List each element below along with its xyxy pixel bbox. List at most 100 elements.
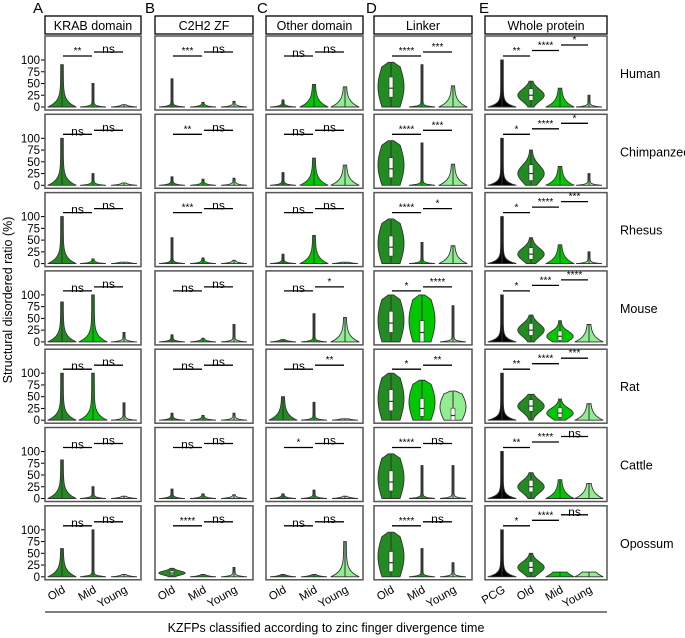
significance-label: **** <box>538 354 554 365</box>
y-tick-label: 50 <box>27 470 40 482</box>
significance-label: ns <box>292 281 305 295</box>
box <box>450 407 456 421</box>
y-tick-label: 75 <box>27 145 40 157</box>
y-tick-label: 50 <box>27 392 40 404</box>
significance-label: ns <box>212 42 225 56</box>
significance-label: ns <box>212 277 225 291</box>
panel: ns ns <box>265 191 364 268</box>
y-tick-label: 75 <box>27 302 40 314</box>
y-tick-label: 25 <box>27 560 40 572</box>
y-tick-label: 0 <box>34 494 40 506</box>
panel-frame <box>154 348 254 424</box>
y-tick-label: 0 <box>34 180 40 192</box>
y-tick-label: 75 <box>27 458 40 470</box>
y-tick-label: 25 <box>27 90 40 102</box>
panel-frame <box>484 35 608 111</box>
significance-label: * <box>405 281 409 292</box>
panel-frame <box>484 113 608 190</box>
significance-label: **** <box>399 203 415 214</box>
y-tick-label: 50 <box>27 235 40 247</box>
x-tick-label: Old <box>156 584 178 603</box>
x-tick-label: Young <box>206 584 240 610</box>
y-tick-label: 100 <box>21 212 40 224</box>
panel-title: C2H2 ZF <box>179 19 230 33</box>
x-tick-label: Old <box>46 584 68 603</box>
significance-label: **** <box>538 432 554 443</box>
strip-header <box>373 15 473 35</box>
panel: ns * <box>265 270 364 346</box>
panel: ns ns <box>154 426 254 503</box>
y-tick-label: 25 <box>27 247 40 259</box>
panel: ns ns <box>44 426 142 503</box>
panel-letter: A <box>33 0 43 17</box>
significance-label: **** <box>399 46 415 57</box>
y-tick-label: 0 <box>34 102 40 114</box>
panel: * ns <box>265 426 364 503</box>
significance-label: ns <box>102 512 115 526</box>
panel: **** ns <box>373 426 473 503</box>
significance-label: ns <box>568 505 581 519</box>
y-tick-label: 50 <box>27 79 40 91</box>
panel: **** ns <box>373 505 473 581</box>
significance-label: *** <box>569 192 581 203</box>
y-tick-label: 25 <box>27 403 40 415</box>
panel-title: Other domain <box>277 19 353 33</box>
significance-label: * <box>515 124 519 135</box>
significance-label: ns <box>323 434 336 448</box>
y-tick-label: 100 <box>21 55 40 67</box>
panel: *** ns <box>154 191 254 268</box>
significance-label: ns <box>212 120 225 134</box>
panel: ns ns <box>154 270 254 346</box>
significance-label: ns <box>71 124 84 138</box>
box <box>388 76 394 98</box>
significance-label: * <box>405 359 409 370</box>
y-tick-label: 25 <box>27 482 40 494</box>
species-label: Cattle <box>620 459 653 473</box>
significance-label: ns <box>323 512 336 526</box>
significance-label: ns <box>181 359 194 373</box>
y-tick-label: 0 <box>34 259 40 271</box>
panel-letter: C <box>257 0 268 17</box>
box <box>419 398 425 417</box>
panel-frame <box>154 426 254 503</box>
box <box>528 323 534 336</box>
significance-label: ns <box>292 516 305 530</box>
significance-label: ns <box>102 277 115 291</box>
significance-label: ** <box>434 355 442 366</box>
significance-label: ns <box>102 199 115 213</box>
significance-label: ns <box>71 203 84 217</box>
y-tick-label: 50 <box>27 548 40 560</box>
panel: ***** <box>373 270 473 346</box>
species-label: Mouse <box>620 302 658 316</box>
panel-frame <box>154 191 254 268</box>
significance-label: ns <box>431 512 444 526</box>
significance-label: ns <box>292 359 305 373</box>
strip-header <box>484 15 608 35</box>
x-tick-label: Young <box>317 584 351 610</box>
species-label: Rhesus <box>620 224 662 238</box>
significance-label: ns <box>71 438 84 452</box>
significance-label: ns <box>102 355 115 369</box>
significance-label: ns <box>292 203 305 217</box>
significance-label: ns <box>568 427 581 441</box>
significance-label: * <box>328 277 332 288</box>
y-tick-label: 25 <box>27 169 40 181</box>
panel: ns ns <box>44 113 142 190</box>
panel: ** ns <box>44 35 142 111</box>
x-tick-label: Old <box>267 584 289 603</box>
x-tick-label: Old <box>375 584 397 603</box>
species-label: Chimpanzee <box>620 145 685 159</box>
panel: ns ns <box>154 348 254 424</box>
box <box>528 479 534 493</box>
significance-label: * <box>515 281 519 292</box>
significance-label: ns <box>323 199 336 213</box>
significance-label: **** <box>567 270 583 281</box>
box <box>388 311 394 333</box>
y-tick-label: 100 <box>21 447 40 459</box>
significance-label: ns <box>212 199 225 213</box>
significance-label: ns <box>212 434 225 448</box>
box <box>388 551 394 572</box>
significance-label: ns <box>181 438 194 452</box>
significance-label: * <box>573 113 577 124</box>
y-axis-label: Structural disordered ratio (%) <box>1 217 15 384</box>
